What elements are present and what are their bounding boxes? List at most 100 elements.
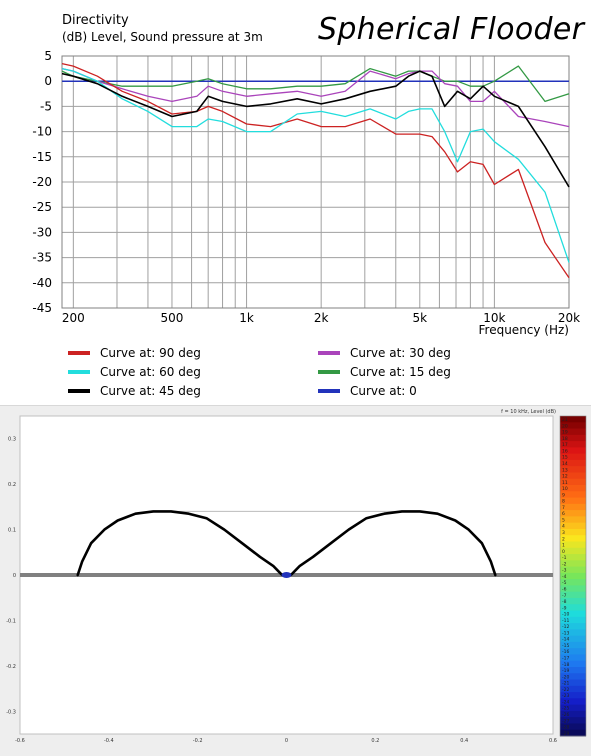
legend-label: Curve at: 15 deg [350,365,451,379]
x-tick-label: 1k [239,311,254,325]
y-tick-label: -5 [40,99,52,113]
legend-swatch-90 [68,351,90,355]
colorbar-label: 12 [562,474,568,480]
chart-subtitle: (dB) Level, Sound pressure at 3m [62,30,263,44]
colorbar-label: 10 [562,486,568,492]
colorbar-label: -26 [562,712,569,718]
sim-y-tick-label: 0 [13,573,16,579]
sim-x-tick-label: -0.4 [104,738,114,744]
legend-item: Curve at: 60 deg [68,363,201,381]
colorbar-label: 19 [562,430,568,436]
colorbar-cell [560,528,586,536]
colorbar-cell [560,547,586,555]
colorbar-label: -4 [562,574,567,580]
series-line-curve-at-60-deg [61,67,570,263]
sim-y-tick-label: 0.2 [8,482,16,488]
colorbar-cell [560,516,586,524]
x-tick-label: 20k [558,311,580,325]
colorbar-cell [560,679,586,687]
horn-profile-plot: f = 10 kHz, Level (dB) 0.3 0.2 0.1 0 -0.1 -0.2… [6,409,587,744]
colorbar-cell [560,416,586,423]
colorbar-label: -23 [562,693,569,699]
colorbar-label: -25 [562,706,569,712]
colorbar-label: 6 [562,511,565,517]
colorbar-cell [560,616,586,624]
colorbar-cell [560,604,586,612]
colorbar-label: -11 [562,618,569,624]
sim-heading: f = 10 kHz, Level (dB) [501,409,556,415]
colorbar-label: -10 [562,612,569,618]
x-tick-label: 10k [483,311,505,325]
colorbar-cell [560,723,586,731]
colorbar-label: -14 [562,637,569,643]
colorbar-label: 18 [562,436,568,442]
colorbar-cell [560,585,586,593]
colorbar-label: 9 [562,492,565,498]
sim-y-tick-label: -0.1 [6,618,16,624]
y-tick-label: -15 [32,150,52,164]
x-tick-label: 2k [314,311,329,325]
colorbar-cell [560,610,586,618]
series-line-curve-at-30-deg [61,67,570,128]
colorbar-cell [560,660,586,668]
colorbar-cell [560,459,586,467]
legend-label: Curve at: 45 deg [100,384,201,398]
colorbar-cell [560,698,586,706]
colorbar-cell [560,648,586,655]
plot-frame [61,55,570,309]
colorbar-cell [560,541,586,549]
colorbar-cell [560,704,586,712]
colorbar-cell [560,572,586,580]
colorbar-cell [560,641,586,649]
colorbar-label: 16 [562,448,568,454]
y-tick-label: 0 [44,74,52,88]
colorbar-label: -19 [562,668,569,674]
sim-y-tick-label: -0.2 [6,664,16,670]
colorbar-label: -22 [562,687,569,693]
legend-item: Curve at: 45 deg [68,382,201,400]
colorbar-cell [560,623,586,630]
series-line-curve-at-15-deg [61,65,570,103]
colorbar-cell [560,710,586,718]
legend-swatch-60 [68,370,90,374]
legend-swatch-30 [318,351,340,355]
colorbar-label: -28 [562,725,569,731]
colorbar-cell [560,729,586,737]
legend-item: Curve at: 30 deg [318,344,451,362]
colorbar-cell [560,447,586,455]
colorbar-cell [560,422,586,430]
x-tick-label: 500 [161,311,184,325]
colorbar-cell [560,666,586,674]
directivity-plot: 5 0 -5 -10 -15 -20 -25 -30 -35 -40 -45 200 500 1k 2k 5k… [32,49,580,337]
colorbar-label: -27 [562,718,569,724]
legend-swatch-15 [318,370,340,374]
colorbar-label: -24 [562,699,569,705]
colorbar-cell [560,503,586,511]
colorbar-label: 11 [562,480,568,486]
y-tick-label: 5 [44,49,52,63]
sim-x-tick-label: -0.2 [193,738,203,744]
legend-label: Curve at: 90 deg [100,346,201,360]
colorbar-cell [560,441,586,448]
sim-y-tick-label: 0.3 [8,437,16,443]
y-tick-label: -20 [32,175,52,189]
colorbar-label: -7 [562,593,567,599]
colorbar-cell [560,597,586,605]
colorbar-cell [560,685,586,693]
sim-x-tick-label: 0.4 [460,738,468,744]
colorbar-cell [560,554,586,561]
colorbar-cell [560,522,586,530]
sim-source-dot [281,572,292,578]
colorbar-label: -16 [562,649,569,655]
colorbar-label: -21 [562,681,569,687]
colorbar-label: -2 [562,561,567,567]
colorbar-label: 2 [562,536,565,542]
colorbar-label: 14 [562,461,568,467]
colorbar-label: 17 [562,442,568,448]
y-tick-label: -10 [32,125,52,139]
colorbar-cell [560,629,586,637]
colorbar-label: -5 [562,580,567,586]
colorbar-label: 4 [562,524,565,530]
colorbar-label: -18 [562,662,569,668]
colorbar-cell [560,428,586,436]
